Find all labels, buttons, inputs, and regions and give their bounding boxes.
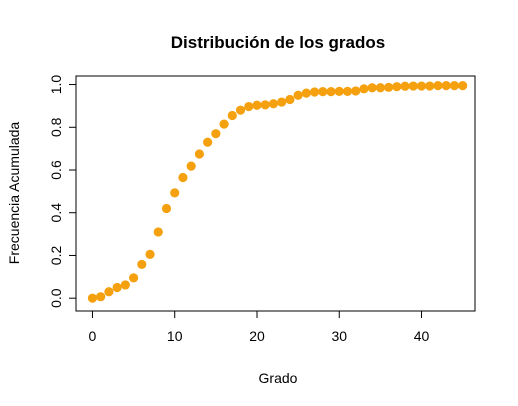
data-point — [359, 84, 368, 93]
data-point — [187, 162, 196, 171]
data-point — [211, 129, 220, 138]
y-tick-label: 0.2 — [48, 246, 64, 266]
data-point — [335, 87, 344, 96]
data-point — [236, 106, 245, 115]
data-point — [88, 294, 97, 303]
data-point — [228, 111, 237, 120]
data-point — [318, 87, 327, 96]
data-point — [409, 81, 418, 90]
data-point — [145, 250, 154, 259]
data-point — [425, 81, 434, 90]
data-point — [121, 280, 130, 289]
data-point — [277, 97, 286, 106]
data-points — [88, 81, 467, 303]
data-point — [137, 260, 146, 269]
data-point — [294, 91, 303, 100]
data-point — [433, 81, 442, 90]
x-tick-label: 20 — [249, 328, 265, 344]
data-point — [219, 119, 228, 128]
data-point — [129, 273, 138, 282]
y-tick-label: 0.4 — [48, 203, 64, 223]
data-point — [326, 87, 335, 96]
x-tick-label: 0 — [89, 328, 97, 344]
data-point — [261, 100, 270, 109]
data-point — [310, 87, 319, 96]
data-point — [154, 227, 163, 236]
y-tick-label: 1.0 — [48, 75, 64, 95]
data-point — [368, 83, 377, 92]
data-point — [384, 83, 393, 92]
y-tick-label: 0.0 — [48, 288, 64, 308]
x-axis: 0 10 20 30 40 — [89, 311, 430, 344]
data-point — [269, 99, 278, 108]
data-point — [244, 102, 253, 111]
data-point — [203, 138, 212, 147]
data-point — [417, 81, 426, 90]
x-tick-label: 40 — [414, 328, 430, 344]
data-point — [195, 149, 204, 158]
y-tick-label: 0.8 — [48, 117, 64, 137]
data-point — [104, 287, 113, 296]
data-point — [302, 88, 311, 97]
data-point — [113, 283, 122, 292]
data-point — [252, 101, 261, 110]
x-tick-label: 10 — [167, 328, 183, 344]
data-point — [450, 81, 459, 90]
y-tick-label: 0.6 — [48, 160, 64, 180]
data-point — [162, 204, 171, 213]
x-tick-label: 30 — [331, 328, 347, 344]
x-axis-label: Grado — [259, 370, 298, 386]
y-axis-label: Frecuencia Acumulada — [6, 122, 22, 265]
data-point — [458, 81, 467, 90]
data-point — [376, 83, 385, 92]
data-point — [392, 82, 401, 91]
data-point — [442, 81, 451, 90]
data-point — [400, 82, 409, 91]
chart-title: Distribución de los grados — [171, 33, 385, 52]
data-point — [351, 86, 360, 95]
data-point — [343, 87, 352, 96]
data-point — [285, 95, 294, 104]
y-axis: 0.0 0.2 0.4 0.6 0.8 1.0 — [48, 75, 76, 308]
data-point — [170, 188, 179, 197]
data-point — [178, 173, 187, 182]
data-point — [96, 292, 105, 301]
